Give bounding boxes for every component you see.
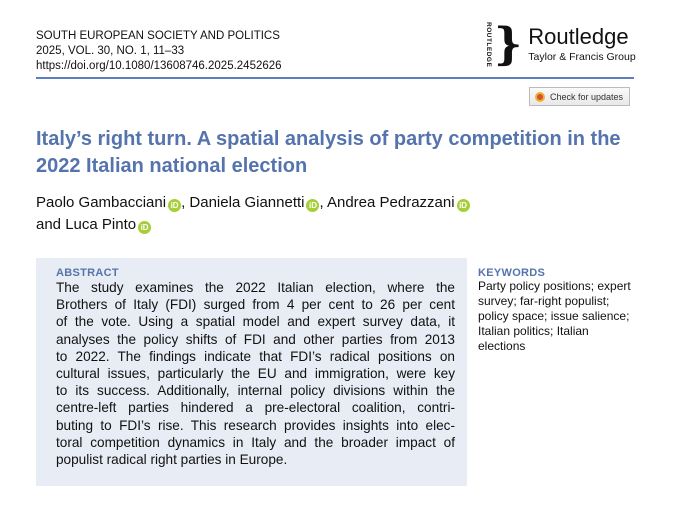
- orcid-icon[interactable]: iD: [138, 221, 152, 234]
- abstract-line: to its success. Additionally, internal p…: [56, 383, 455, 399]
- keywords-line: policy space; issue salience;: [478, 309, 630, 323]
- author-list: Paolo Gambacciani iD, Daniela Giannetti iD…: [36, 192, 556, 236]
- journal-name: SOUTH EUROPEAN SOCIETY AND POLITICS: [36, 30, 280, 42]
- orcid-icon[interactable]: iD: [306, 199, 320, 212]
- abstract-line: centre-left parties hindered a pre-elect…: [56, 400, 455, 416]
- journal-info: SOUTH EUROPEAN SOCIETY AND POLITICS 2025…: [36, 29, 282, 74]
- publisher-group: Taylor & Francis Group: [528, 51, 636, 64]
- header-divider: [36, 77, 634, 79]
- journal-issue: 2025, VOL. 30, NO. 1, 11–33: [36, 45, 185, 57]
- abstract-line: of the vote. Using a spatial model and e…: [56, 314, 455, 330]
- article-title: Italy’s right turn. A spatial analysis o…: [36, 128, 621, 177]
- author: , Daniela Giannetti: [181, 194, 305, 211]
- abstract-line: toral competition dynamics in Italy and …: [56, 434, 455, 450]
- abstract-line: analyses the policy shifts of FDI and ot…: [56, 331, 455, 347]
- keywords-heading: KEYWORDS: [478, 267, 546, 279]
- check-for-updates-button[interactable]: Check for updates: [529, 87, 630, 106]
- keywords-line: Party policy positions; expert: [478, 279, 631, 293]
- logo-vertical-text: ROUTLEDGE: [485, 22, 492, 68]
- keywords-line: Italian politics; Italian: [478, 324, 589, 338]
- abstract-line: The study examines the 2022 Italian elec…: [56, 280, 455, 295]
- author: and Luca Pinto: [36, 216, 137, 233]
- keywords: KEYWORDS Party policy positions; expert …: [478, 267, 648, 354]
- abstract-line: buting to FDI’s rise. This research prov…: [56, 417, 455, 433]
- keywords-line: survey; far-right populist;: [478, 294, 610, 308]
- abstract-box: ABSTRACT The study examines the 2022 Ita…: [36, 258, 467, 486]
- abstract-line: to 2022. The findings indicate that FDI’…: [56, 348, 455, 364]
- abstract-line: Brothers of Italy (FDI) surged from 4 pe…: [56, 297, 455, 313]
- crossmark-icon: [535, 91, 545, 102]
- keywords-line: elections: [478, 339, 526, 353]
- routledge-head-icon: }: [494, 18, 523, 70]
- orcid-icon[interactable]: iD: [456, 199, 470, 212]
- author: , Andrea Pedrazzani: [319, 194, 455, 211]
- abstract-line: cultural issues, particularly the EU and…: [56, 366, 455, 382]
- abstract-heading: ABSTRACT: [56, 267, 119, 279]
- routledge-logo: ROUTLEDGE } Routledge Taylor & Francis G…: [485, 22, 636, 67]
- author: Paolo Gambacciani: [36, 194, 167, 211]
- check-updates-label: Check for updates: [550, 91, 624, 102]
- doi-link[interactable]: https://doi.org/10.1080/13608746.2025.24…: [36, 60, 282, 72]
- orcid-icon[interactable]: iD: [168, 199, 182, 212]
- publisher-name: Routledge: [528, 24, 629, 50]
- abstract-line: populist radical right parties in Europe…: [56, 452, 288, 468]
